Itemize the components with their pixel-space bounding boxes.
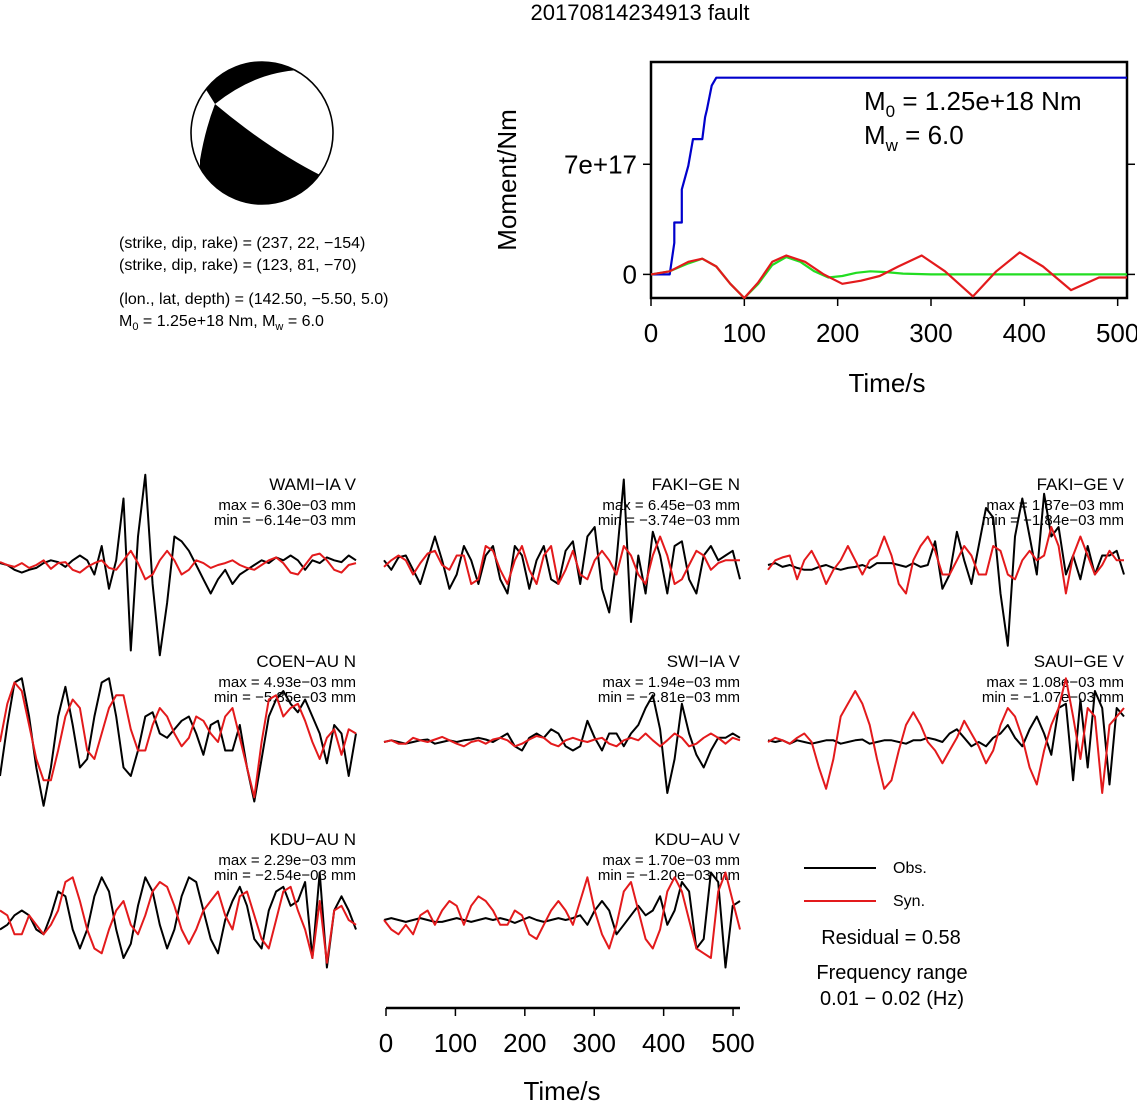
moment-xtick-label: 400: [1003, 318, 1046, 348]
moment-series: [650, 76, 1127, 300]
station-label: WAMI−IA V: [269, 475, 356, 494]
max-amplitude-label: max = 4.93e−03 mm: [218, 674, 356, 691]
moment-xtick-label: 100: [723, 318, 766, 348]
moment-ytick-label: 7e+17: [564, 149, 637, 179]
synthetic-trace: [0, 549, 357, 581]
waveform-xtick-label: 100: [434, 1028, 477, 1058]
station-label: KDU−AU N: [270, 830, 356, 849]
figure-title: 20170814234913 fault: [531, 0, 750, 25]
moment-xtick-label: 0: [644, 318, 658, 348]
moment-mw-annotation: Mw = 6.0: [864, 120, 964, 155]
moment-series-line-3: [650, 251, 1127, 300]
observed-trace: [383, 871, 741, 969]
station-label: FAKI−GE N: [652, 475, 740, 494]
min-amplitude-label: min = −3.74e−03 mm: [598, 512, 740, 529]
synthetic-trace: [0, 876, 357, 964]
observed-trace: [383, 694, 741, 794]
station-label: KDU−AU V: [655, 830, 741, 849]
synthetic-trace: [0, 681, 357, 799]
waveform-xlabel: Time/s: [523, 1076, 600, 1104]
min-amplitude-label: min = −1.07e−03 mm: [982, 689, 1124, 706]
moment-xtick-label: 500: [1096, 318, 1137, 348]
min-amplitude-label: min = −2.54e−03 mm: [214, 867, 356, 884]
moment-xtick-label: 200: [816, 318, 859, 348]
station-label: FAKI−GE V: [1037, 475, 1125, 494]
min-amplitude-label: min = −5.85e−03 mm: [214, 689, 356, 706]
info-nodal-plane-1: (strike, dip, rake) = (237, 22, −154): [119, 235, 365, 252]
moment-axes: 0 100 200 300 400 500 0 7e+17: [564, 149, 1137, 348]
observed-trace: [0, 871, 357, 969]
waveform-time-axis: 0 100 200 300 400 500: [379, 1006, 755, 1058]
min-amplitude-label: min = −2.81e−03 mm: [598, 689, 740, 706]
max-amplitude-label: max = 6.45e−03 mm: [602, 497, 740, 514]
min-amplitude-label: min = −6.14e−03 mm: [214, 512, 356, 529]
station-label: SAUI−GE V: [1034, 652, 1125, 671]
waveform-xtick-label: 0: [379, 1028, 393, 1058]
beachball-icon: [190, 61, 334, 205]
observed-trace: [0, 677, 357, 807]
residual-text: Residual = 0.58: [821, 927, 961, 949]
observed-trace: [767, 690, 1125, 786]
waveform-xtick-label: 200: [503, 1028, 546, 1058]
observed-trace: [767, 492, 1125, 647]
info-location: (lon., lat, depth) = (142.50, −5.50, 5.0…: [119, 291, 389, 308]
synthetic-trace: [767, 526, 1124, 595]
min-amplitude-label: min = −1.20e−03 mm: [598, 867, 740, 884]
legend: Obs. Syn. Residual = 0.58 Frequency rang…: [804, 860, 968, 1010]
moment-plot-frame: [649, 60, 1129, 300]
station-label: SWI−IA V: [667, 652, 741, 671]
max-amplitude-label: max = 1.94e−03 mm: [602, 674, 740, 691]
moment-series-line-1: [651, 76, 1127, 276]
synthetic-trace: [383, 535, 740, 585]
waveform-xtick-label: 400: [642, 1028, 685, 1058]
max-amplitude-label: max = 6.30e−03 mm: [218, 497, 356, 514]
waveform-xtick-label: 300: [573, 1028, 616, 1058]
frequency-range-title: Frequency range: [816, 962, 967, 984]
info-moment: M0 = 1.25e+18 Nm, Mw = 6.0: [119, 313, 324, 333]
legend-syn-label: Syn.: [893, 893, 925, 910]
synthetic-trace: [383, 732, 741, 748]
waveform-xtick-label: 500: [711, 1028, 754, 1058]
moment-m0-annotation: M0 = 1.25e+18 Nm: [864, 86, 1082, 121]
moment-ytick-label: 0: [623, 259, 637, 289]
moment-xlabel: Time/s: [848, 368, 925, 398]
max-amplitude-label: max = 1.08e−03 mm: [986, 674, 1124, 691]
frequency-range-value: 0.01 − 0.02 (Hz): [820, 988, 964, 1010]
synthetic-trace: [383, 871, 741, 959]
max-amplitude-label: max = 2.29e−03 mm: [218, 852, 356, 869]
min-amplitude-label: min = −1.84e−03 mm: [982, 512, 1124, 529]
info-nodal-plane-2: (strike, dip, rake) = (123, 81, −70): [119, 257, 356, 274]
max-amplitude-label: max = 1.70e−03 mm: [602, 852, 740, 869]
synthetic-trace: [767, 677, 1125, 794]
moment-ylabel: Moment/Nm: [492, 109, 522, 251]
moment-xtick-label: 300: [909, 318, 952, 348]
station-label: COEN−AU N: [256, 652, 356, 671]
legend-obs-label: Obs.: [893, 860, 927, 877]
